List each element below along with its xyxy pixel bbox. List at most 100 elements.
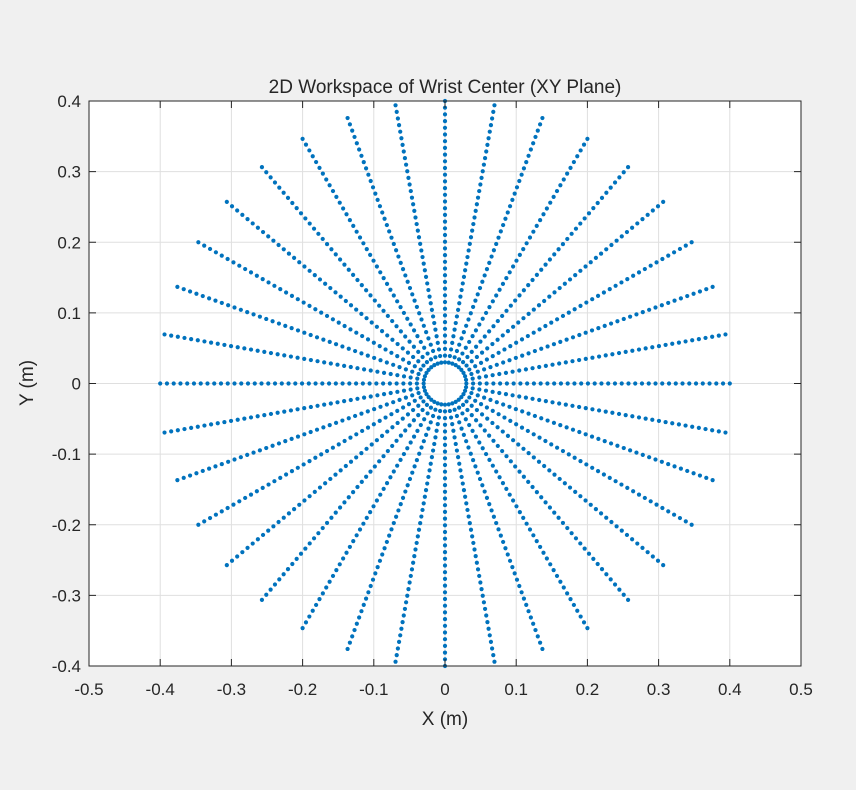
scatter-point	[432, 363, 437, 368]
scatter-point	[640, 217, 645, 222]
scatter-point	[345, 115, 350, 121]
scatter-point	[341, 556, 346, 561]
scatter-point	[308, 429, 313, 435]
scatter-point	[563, 402, 568, 407]
scatter-point	[410, 292, 415, 297]
scatter-point	[477, 387, 482, 392]
scatter-point	[551, 342, 557, 347]
scatter-point	[490, 463, 495, 468]
scatter-point	[194, 291, 199, 296]
scatter-point	[643, 346, 648, 351]
scatter-point	[415, 534, 420, 539]
scatter-point	[442, 360, 448, 365]
scatter-point	[426, 336, 431, 341]
scatter-point	[462, 388, 468, 393]
scatter-point	[466, 248, 471, 253]
scatter-point	[353, 413, 358, 419]
scatter-point	[521, 247, 526, 252]
scatter-point	[442, 489, 448, 494]
scatter-point	[494, 400, 499, 405]
scatter-point	[394, 109, 399, 114]
x-tick-label: -0.3	[217, 680, 246, 699]
scatter-point	[578, 541, 583, 546]
scatter-point	[700, 381, 705, 386]
scatter-point	[268, 411, 274, 417]
scatter-point	[442, 353, 448, 358]
scatter-point	[401, 381, 406, 386]
scatter-point	[590, 355, 595, 360]
scatter-point	[484, 149, 489, 154]
scatter-point	[418, 521, 423, 526]
scatter-point	[442, 226, 448, 231]
y-tick-label: 0.1	[57, 304, 81, 323]
scatter-point	[271, 524, 276, 529]
scatter-point	[491, 248, 496, 253]
scatter-point	[565, 236, 570, 242]
scatter-point	[406, 402, 412, 407]
scatter-point	[495, 337, 500, 342]
scatter-point	[634, 312, 639, 317]
scatter-point	[537, 397, 542, 403]
scatter-point	[232, 305, 237, 310]
scatter-point	[467, 339, 472, 345]
scatter-point	[324, 585, 329, 590]
scatter-point	[598, 251, 604, 256]
scatter-point	[442, 623, 448, 628]
scatter-point	[549, 320, 554, 325]
scatter-point	[691, 291, 696, 296]
scatter-point	[196, 240, 201, 245]
scatter-point	[175, 478, 180, 483]
scatter-point	[281, 572, 286, 577]
scatter-point	[340, 381, 345, 386]
scatter-point	[464, 439, 469, 444]
scatter-point	[427, 294, 432, 299]
scatter-point	[348, 459, 354, 464]
scatter-point	[442, 232, 448, 238]
scatter-point	[510, 393, 515, 398]
scatter-point	[478, 423, 483, 428]
scatter-point	[213, 298, 218, 303]
scatter-point	[419, 248, 424, 253]
scatter-point	[278, 475, 283, 480]
scatter-point	[460, 351, 465, 356]
scatter-point	[430, 413, 436, 419]
scatter-point	[442, 583, 448, 588]
scatter-point	[442, 422, 448, 427]
scatter-point	[412, 208, 417, 213]
scatter-point	[229, 558, 235, 563]
scatter-point	[572, 381, 577, 386]
scatter-point	[337, 200, 342, 205]
scatter-point	[355, 366, 360, 371]
scatter-point	[560, 241, 566, 247]
scatter-point	[497, 475, 502, 480]
scatter-point	[175, 284, 180, 289]
scatter-point	[636, 415, 642, 420]
scatter-point	[483, 374, 489, 379]
scatter-point	[541, 550, 546, 555]
scatter-point	[703, 335, 708, 341]
scatter-point	[571, 602, 576, 608]
scatter-point	[337, 562, 342, 567]
scatter-point	[490, 389, 495, 394]
scatter-point	[514, 185, 520, 190]
scatter-point	[395, 373, 400, 378]
scatter-point	[446, 402, 451, 407]
scatter-point	[671, 250, 677, 255]
scatter-point	[344, 550, 349, 555]
scatter-point	[452, 435, 457, 440]
y-tick-label: 0.3	[57, 163, 81, 182]
scatter-point	[416, 235, 422, 240]
scatter-point	[181, 287, 186, 292]
scatter-point	[226, 459, 231, 464]
scatter-point	[602, 323, 607, 328]
scatter-point	[442, 469, 448, 474]
scatter-point	[384, 402, 389, 407]
scatter-point	[182, 335, 187, 341]
scatter-point	[583, 406, 588, 411]
scatter-point	[390, 425, 395, 430]
scatter-point	[262, 349, 267, 354]
scatter-point	[549, 442, 554, 447]
scatter-point	[494, 241, 499, 247]
scatter-point	[474, 202, 479, 207]
scatter-point	[374, 264, 379, 269]
